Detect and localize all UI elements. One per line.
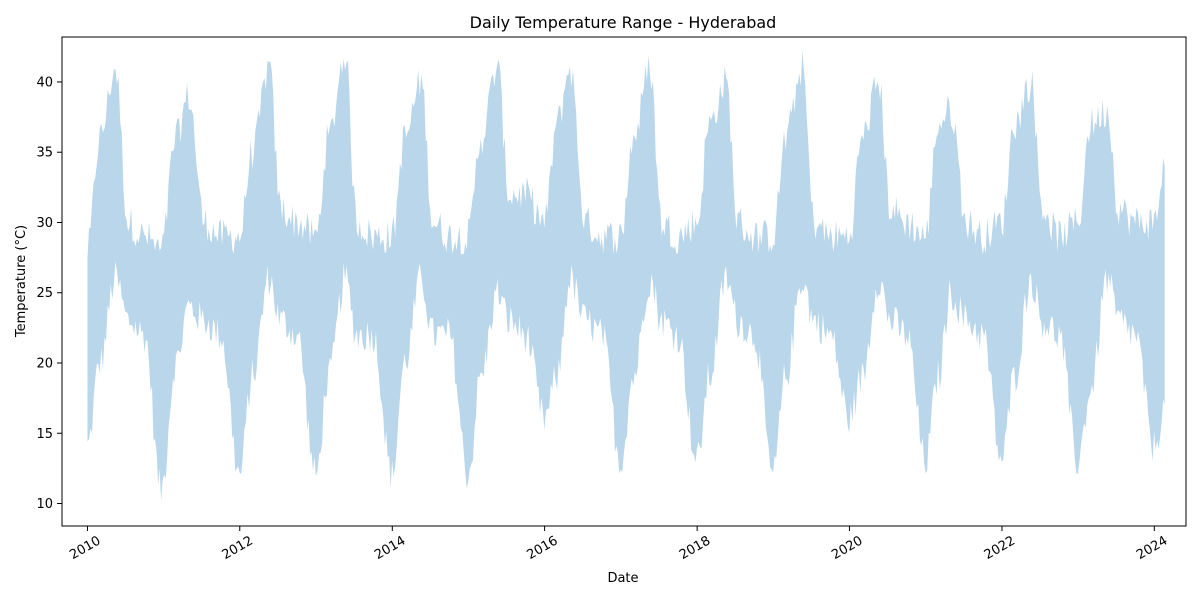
y-tick-label: 30: [36, 216, 53, 231]
y-tick-label: 20: [36, 357, 53, 372]
y-axis-label: Temperature (°C): [14, 225, 29, 338]
chart-title: Daily Temperature Range - Hyderabad: [470, 13, 777, 32]
y-tick-label: 40: [36, 75, 53, 90]
temperature-range-band: [87, 50, 1165, 501]
y-axis-ticks: 10 15 20 25 30 35 40: [36, 75, 62, 512]
plot-area: [87, 50, 1165, 501]
x-axis-label: Date: [607, 571, 638, 586]
y-tick-label: 15: [36, 427, 53, 442]
plot-frame: [61, 36, 1187, 527]
y-tick-label: 10: [36, 497, 53, 512]
y-tick-label: 25: [36, 286, 53, 301]
y-tick-label: 35: [36, 146, 53, 161]
